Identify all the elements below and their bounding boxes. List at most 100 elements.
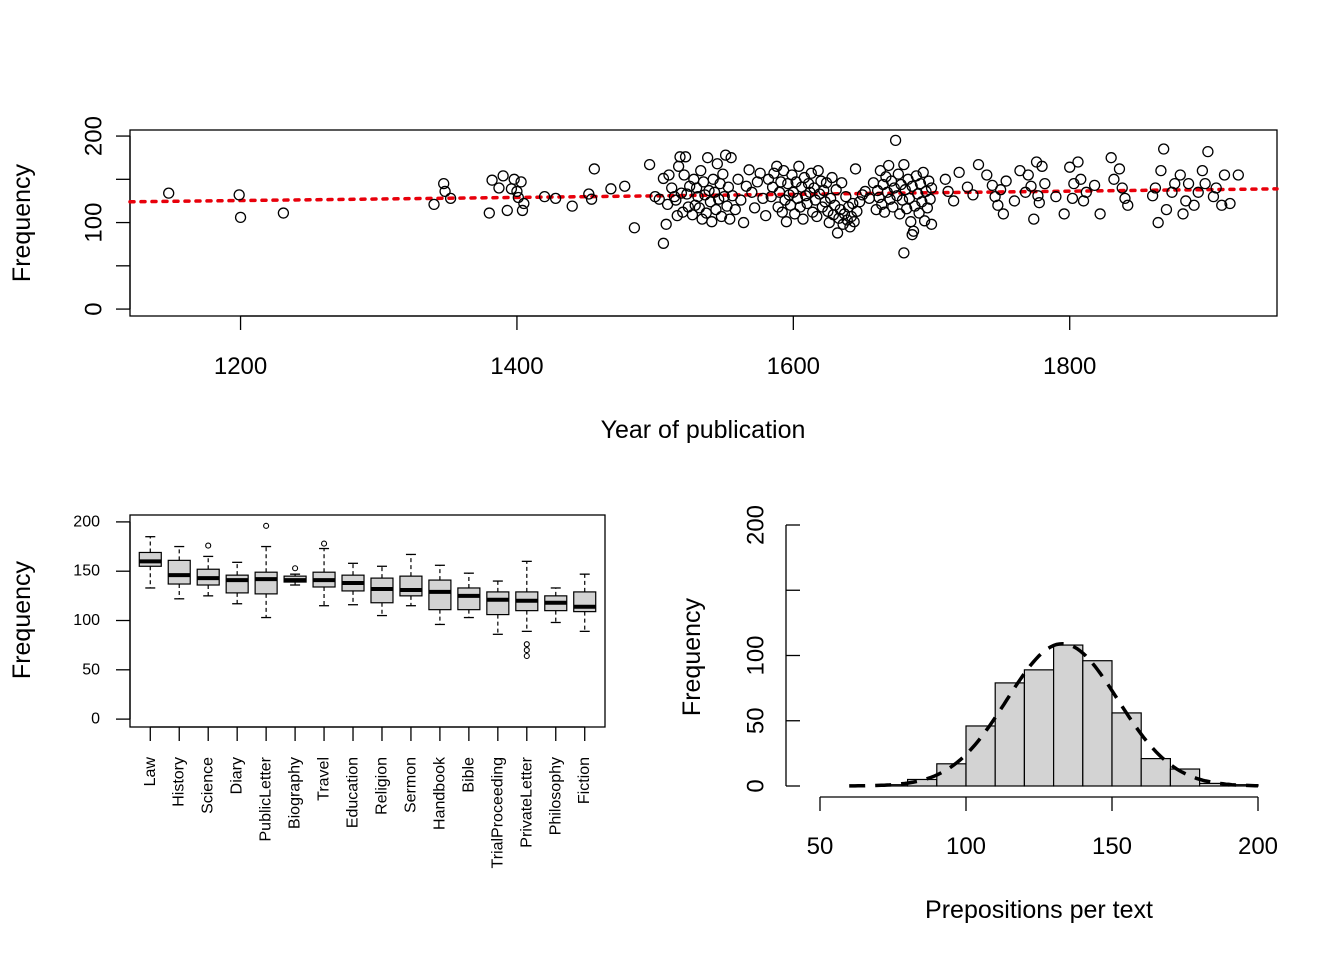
scatter-point	[1146, 190, 1159, 202]
scatter-point	[898, 158, 910, 171]
scatter-point	[724, 213, 736, 225]
scatter-point	[438, 177, 450, 190]
scatter-point	[1080, 186, 1092, 198]
scatter-point	[1182, 177, 1195, 190]
scatter-point	[695, 165, 707, 177]
scatter-point	[794, 201, 806, 213]
boxplot-x-tick-label: Education	[345, 757, 362, 828]
scatter-point	[760, 209, 772, 222]
scatter-point	[818, 184, 830, 197]
histogram-bar	[965, 725, 996, 787]
scatter-point	[1224, 197, 1236, 210]
scatter-point	[900, 203, 913, 215]
scatter-point	[711, 158, 723, 170]
scatter-point	[1000, 175, 1012, 187]
boxplot-y-tick-label: 200	[73, 513, 100, 530]
scatter-point	[939, 173, 951, 185]
scatter-point	[1232, 169, 1244, 181]
scatter-point	[887, 201, 899, 213]
scatter-point	[1033, 197, 1045, 209]
histogram-panel: 0 50 100 200 50 100 150 200 Prepositions per t…	[678, 505, 1278, 924]
scatter-point	[1116, 182, 1128, 194]
boxplot-box	[457, 587, 481, 611]
scatter-panel: 0 100 200 1200 1400 1600 1800 Year of publica…	[8, 116, 1279, 444]
scatter-point	[1032, 190, 1044, 202]
scatter-point	[704, 196, 717, 208]
histogram-y-axis-label: Frequency	[678, 597, 706, 716]
scatter-point	[619, 180, 631, 192]
scatter-y-axis-label: Frequency	[8, 163, 36, 282]
boxplot-y-axis-label: Frequency	[8, 560, 36, 679]
scatter-point	[277, 207, 290, 219]
scatter-point	[1022, 169, 1034, 181]
scatter-point	[1036, 160, 1048, 172]
scatter-point	[1122, 199, 1134, 211]
scatter-point	[1075, 173, 1087, 185]
scatter-point	[657, 172, 670, 185]
boxplot-x-tick-label: Travel	[316, 757, 333, 801]
boxplot-y-tick-label: 150	[73, 563, 100, 580]
scatter-point	[894, 208, 906, 220]
scatter-plot-frame	[129, 129, 1278, 317]
scatter-x-axis-label: Year of publication	[601, 416, 806, 444]
scatter-point	[942, 185, 954, 198]
histogram-y-axis: 0 50 100 200	[743, 505, 800, 793]
scatter-point	[1174, 169, 1186, 181]
boxplot-outlier	[205, 542, 212, 549]
scatter-point	[947, 195, 960, 207]
boxplot-x-tick-label: PublicLetter	[258, 756, 275, 841]
histogram-y-tick-label: 50	[743, 707, 770, 734]
scatter-point	[961, 181, 974, 193]
scatter-point	[538, 190, 551, 203]
scatter-x-tick-label: 1200	[214, 353, 267, 380]
scatter-point	[840, 190, 852, 203]
scatter-point	[823, 216, 835, 229]
scatter-point	[679, 151, 692, 163]
scatter-point	[660, 218, 672, 230]
scatter-point	[884, 193, 896, 205]
boxplot-x-tick-label: Sermon	[402, 757, 419, 813]
scatter-point	[713, 193, 725, 205]
scatter-point	[717, 168, 729, 180]
scatter-y-tick-label: 0	[81, 302, 108, 315]
scatter-point	[516, 204, 529, 217]
scatter-point	[892, 168, 905, 180]
scatter-point	[515, 176, 527, 188]
boxplot-x-tick-label: Bible	[460, 757, 477, 793]
scatter-point	[885, 175, 898, 187]
boxplot-x-tick-label: Philosophy	[547, 757, 564, 835]
histogram-x-tick-label: 100	[946, 833, 986, 860]
scatter-point	[925, 182, 938, 194]
scatter-point	[1050, 190, 1062, 203]
scatter-point	[1119, 192, 1131, 204]
scatter-point	[776, 206, 788, 218]
scatter-point	[1028, 213, 1040, 225]
histogram-bar	[1082, 660, 1113, 787]
scatter-point	[1169, 177, 1181, 190]
scatter-point	[678, 169, 690, 181]
scatter-point	[566, 200, 578, 212]
scatter-point	[876, 198, 888, 211]
boxplot-boxes	[138, 522, 597, 660]
scatter-point	[444, 192, 457, 204]
scatter-point	[972, 158, 985, 171]
boxplot-y-tick-label: 100	[73, 612, 100, 629]
scatter-point	[797, 213, 809, 225]
histogram-x-tick-label: 150	[1092, 833, 1132, 860]
histogram-bar	[1023, 669, 1055, 787]
scatter-point	[692, 190, 704, 203]
histogram-bar	[1111, 712, 1142, 787]
scatter-point	[856, 189, 869, 201]
boxplot-outlier	[523, 652, 530, 660]
histogram-x-axis-label: Prepositions per text	[925, 896, 1153, 924]
scatter-point	[732, 173, 744, 185]
scatter-point	[888, 182, 900, 194]
scatter-point	[1064, 161, 1076, 173]
scatter-point	[925, 218, 938, 230]
scatter-point	[889, 134, 902, 147]
boxplot-x-tick-label: TrialProceeding	[489, 757, 506, 868]
scatter-point	[583, 188, 595, 200]
scatter-point	[848, 216, 860, 228]
boxplot-box	[254, 571, 278, 595]
scatter-point	[762, 173, 775, 185]
